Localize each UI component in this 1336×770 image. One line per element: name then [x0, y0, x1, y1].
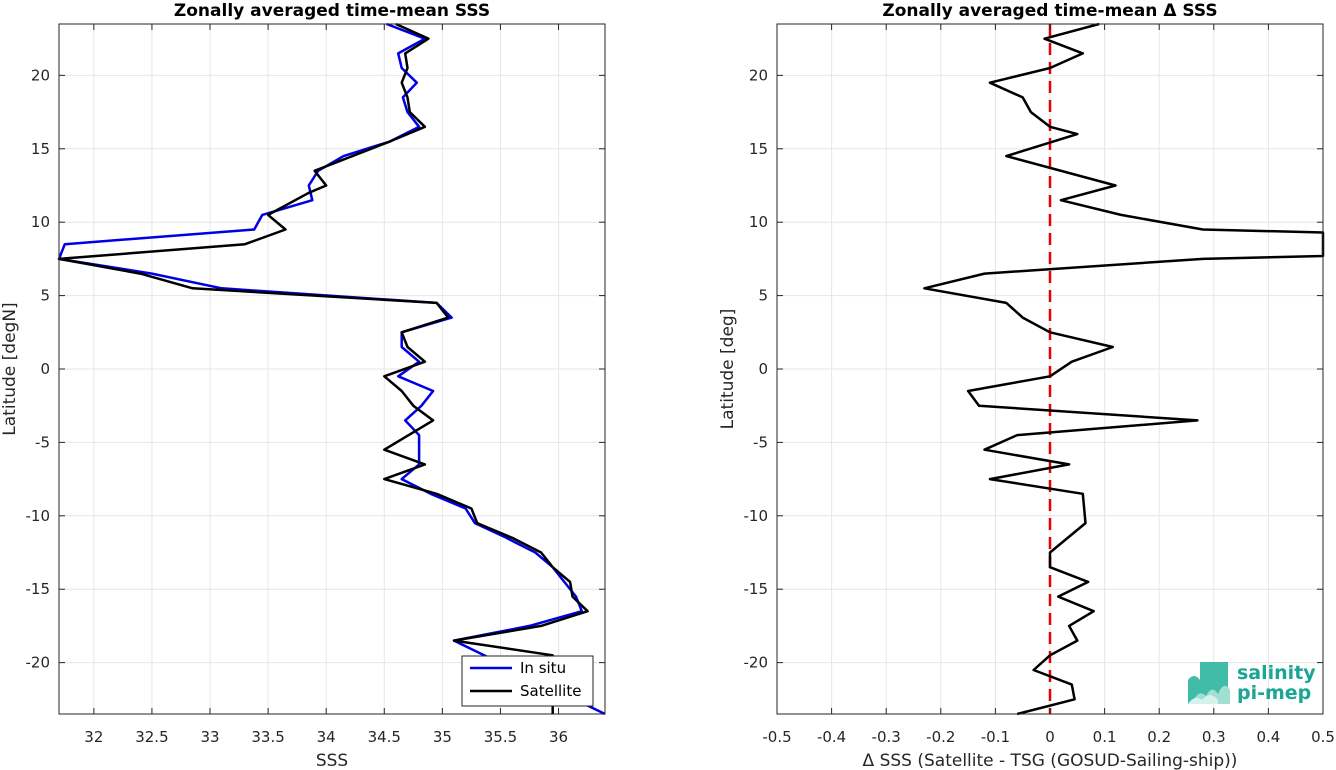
- left-y-tick-label: -5: [35, 433, 50, 451]
- left-chart-title: Zonally averaged time-mean SSS: [174, 1, 490, 21]
- left-series-line-in-situ: [57, 22, 606, 716]
- right-y-axis-label: Latitude [deg]: [718, 309, 738, 430]
- left-x-tick-label: 35: [433, 728, 452, 746]
- right-x-axis-label: Δ SSS (Satellite - TSG (GOSUD-Sailing-sh…: [863, 751, 1238, 770]
- legend: In situ Satellite: [461, 655, 594, 707]
- left-x-axis-label: SSS: [316, 751, 348, 770]
- right-x-tick-label: 0.1: [1093, 728, 1117, 746]
- right-x-tick-label: 0.4: [1256, 728, 1280, 746]
- right-x-tick-label: -0.4: [817, 728, 846, 746]
- left-y-tick-label: 5: [40, 287, 50, 305]
- logo-text-line1: salinity: [1237, 662, 1316, 684]
- right-panel: -0.5 -0.4 -0.3 -0.2 -0.1 0 0.1 0.2 0.3 0.4 0.5 -20 -…: [718, 1, 1335, 770]
- left-y-tick-label: 0: [40, 360, 50, 378]
- left-x-tick-label: 34.5: [368, 728, 401, 746]
- right-y-tick-label: 0: [758, 360, 768, 378]
- left-panel: 32 32.5 33 33.5 34 34.5 35 35.5 36 -20 -15 -10 -5 0 5 1…: [0, 1, 606, 770]
- left-x-tick-label: 33.5: [251, 728, 284, 746]
- right-x-tick-label: -0.3: [872, 728, 901, 746]
- right-series-line-0: [923, 22, 1325, 716]
- left-y-tick-label: 10: [31, 213, 50, 231]
- right-x-tick-label: -0.1: [981, 728, 1010, 746]
- legend-label-in-situ: In situ: [520, 659, 566, 677]
- left-series: [57, 22, 606, 716]
- right-y-tick-label: -5: [753, 433, 768, 451]
- salinity-pi-mep-logo: salinity pi-mep: [1188, 662, 1316, 704]
- right-y-tick-label: -15: [744, 580, 769, 598]
- left-y-tick-label: -20: [26, 654, 51, 672]
- left-y-axis-label: Latitude [degN]: [0, 302, 20, 435]
- left-ticks: 32 32.5 33 33.5 34 34.5 35 35.5 36 -20 -15 -10 -5 0 5 1…: [26, 24, 605, 746]
- left-y-tick-label: -10: [26, 507, 51, 525]
- right-y-tick-label: 10: [749, 213, 768, 231]
- left-grid: [59, 24, 605, 714]
- right-series: [923, 22, 1325, 716]
- right-y-tick-label: -20: [744, 654, 769, 672]
- left-y-tick-label: 20: [31, 66, 50, 84]
- right-x-tick-label: 0.5: [1311, 728, 1335, 746]
- left-x-tick-label: 33: [200, 728, 219, 746]
- right-y-tick-label: -10: [744, 507, 769, 525]
- right-y-tick-label: 5: [758, 287, 768, 305]
- legend-box: [461, 655, 594, 707]
- left-x-tick-label: 35.5: [484, 728, 517, 746]
- right-y-tick-label: 20: [749, 66, 768, 84]
- left-x-tick-label: 36: [549, 728, 568, 746]
- right-y-tick-label: 15: [749, 140, 768, 158]
- right-x-tick-label: 0.3: [1202, 728, 1226, 746]
- left-y-tick-label: 15: [31, 140, 50, 158]
- left-y-tick-label: -15: [26, 580, 51, 598]
- legend-label-satellite: Satellite: [520, 682, 581, 700]
- left-x-tick-label: 32: [84, 728, 103, 746]
- left-x-tick-label: 32.5: [135, 728, 168, 746]
- right-x-tick-label: 0: [1045, 728, 1055, 746]
- left-series-line-satellite: [57, 22, 589, 714]
- right-x-tick-label: -0.5: [762, 728, 791, 746]
- right-chart-title: Zonally averaged time-mean Δ SSS: [882, 1, 1217, 21]
- logo-text-line2: pi-mep: [1237, 682, 1311, 704]
- right-x-tick-label: -0.2: [926, 728, 955, 746]
- right-ticks: -0.5 -0.4 -0.3 -0.2 -0.1 0 0.1 0.2 0.3 0.4 0.5 -20 -…: [744, 24, 1335, 746]
- left-x-tick-label: 34: [317, 728, 336, 746]
- right-x-tick-label: 0.2: [1147, 728, 1171, 746]
- logo-wave-icon: [1188, 662, 1230, 704]
